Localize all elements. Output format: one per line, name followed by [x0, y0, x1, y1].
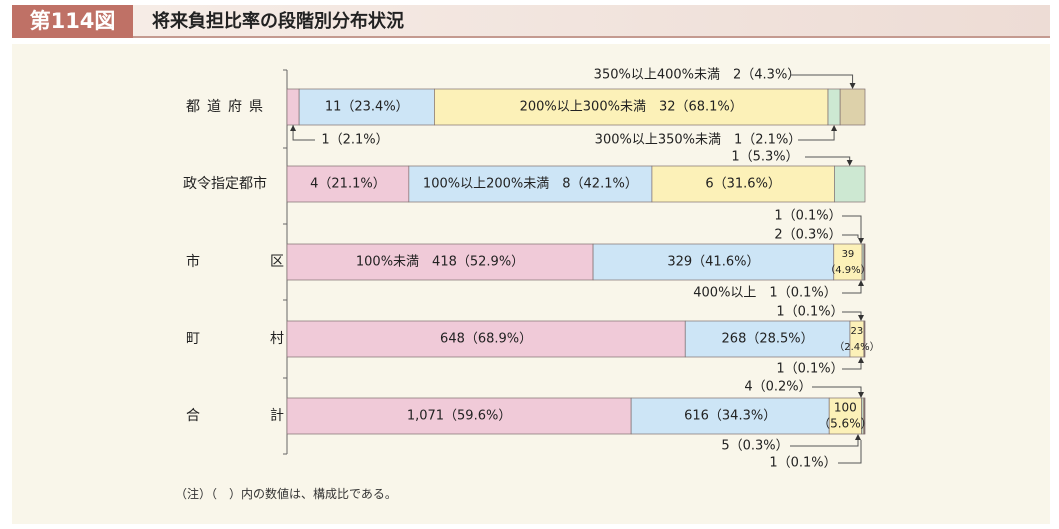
data-label: 616（34.3%）	[684, 409, 776, 424]
callout-label: 400%以上 1（0.1%）	[693, 286, 836, 301]
data-label: 268（28.5%）	[722, 332, 814, 347]
callout-arrowhead	[858, 280, 864, 286]
bar-segment	[408, 165, 653, 203]
figure-header: 第114図 将来負担比率の段階別分布状況	[0, 0, 1059, 40]
category-label: 計	[270, 408, 284, 424]
category-label: 道	[207, 99, 221, 115]
data-label: （4.9%）	[825, 264, 870, 276]
category-label: 区	[270, 254, 284, 270]
data-label: 23	[851, 326, 864, 337]
data-label: 39	[842, 249, 855, 260]
bar-segment	[864, 243, 866, 281]
data-label: 648（68.9%）	[440, 332, 532, 347]
callout-arrowhead	[855, 434, 861, 440]
callout-label: 1（0.1%）	[776, 305, 843, 320]
callout-line	[790, 74, 854, 83]
callout-label: 4（0.2%）	[744, 380, 811, 395]
bar-segment	[286, 165, 410, 203]
callout-line	[838, 440, 862, 464]
bar-segment	[286, 320, 686, 358]
category-label: 府	[228, 99, 242, 115]
data-label: 100	[834, 401, 857, 415]
callout-line	[790, 440, 859, 447]
callout-arrowhead	[849, 83, 856, 89]
category-label: 都	[186, 99, 200, 115]
callout-label: 1（0.1%）	[776, 362, 843, 377]
callout-label: 1（0.1%）	[774, 209, 841, 224]
callout-arrowhead	[858, 357, 864, 363]
callout-label: 1（0.1%）	[769, 456, 836, 471]
callout-label: 350%以上400%未満 2（4.3%）	[594, 68, 801, 83]
callout-line	[292, 125, 315, 141]
bar-segment	[286, 88, 300, 126]
callout-line	[812, 386, 862, 392]
callout-line	[842, 363, 862, 370]
figure-title: 将来負担比率の段階別分布状況	[152, 11, 404, 32]
bar-segment	[828, 397, 862, 435]
callout-line	[842, 311, 862, 315]
callout-line	[798, 131, 835, 141]
bar-segment	[864, 320, 866, 358]
title-bar	[133, 5, 1050, 38]
bar-segment	[651, 165, 835, 203]
bar-segment	[864, 397, 866, 435]
callout-arrowhead	[858, 315, 864, 321]
category-label: 県	[249, 99, 263, 115]
figure-number: 第114図	[12, 5, 133, 38]
data-label: 200%以上300%未満 32（68.1%）	[520, 100, 743, 115]
bar-segment	[827, 88, 841, 126]
callout-line	[842, 286, 862, 294]
callout-label: 2（0.3%）	[774, 228, 841, 243]
chart-note: （注）（ ）内の数値は、構成比である。	[175, 487, 397, 501]
category-label: 市	[186, 253, 200, 270]
bar-segment	[286, 243, 594, 281]
data-label: 6（31.6%）	[705, 177, 781, 192]
data-label: 1,071（59.6%）	[407, 409, 512, 424]
bar-segment	[833, 243, 863, 281]
callout-line	[842, 234, 859, 238]
bar-segment	[834, 165, 866, 203]
callout-arrowhead	[290, 125, 297, 131]
bar-segment	[684, 320, 851, 358]
data-label: 4（21.1%）	[310, 177, 386, 192]
callout-label: 300%以上350%未満 1（2.1%）	[595, 133, 802, 148]
callout-arrowhead	[858, 392, 864, 398]
data-label: （2.4%）	[834, 341, 879, 353]
callout-line	[805, 156, 851, 160]
category-label: 町	[186, 331, 200, 347]
category-label: 村	[270, 331, 284, 347]
callout-line	[842, 215, 862, 238]
category-label: 政令指定都市	[183, 175, 267, 192]
data-label: 100%以上200%未満 8（42.1%）	[423, 177, 638, 192]
callout-label: 5（0.3%）	[721, 439, 788, 454]
bar-segment	[839, 88, 866, 126]
bar-segment	[286, 397, 632, 435]
category-label: 合	[186, 408, 200, 424]
callout-arrowhead	[846, 160, 853, 166]
data-label: 329（41.6%）	[667, 255, 759, 270]
callout-arrowhead	[858, 238, 864, 244]
callout-label: 1（5.3%）	[731, 150, 798, 165]
callout-label: 1（2.1%）	[321, 133, 388, 148]
data-label: 11（23.4%）	[325, 100, 409, 115]
data-label: （5.6%）	[818, 417, 873, 431]
data-label: 100%未満 418（52.9%）	[356, 255, 524, 270]
callout-arrowhead	[831, 125, 838, 131]
